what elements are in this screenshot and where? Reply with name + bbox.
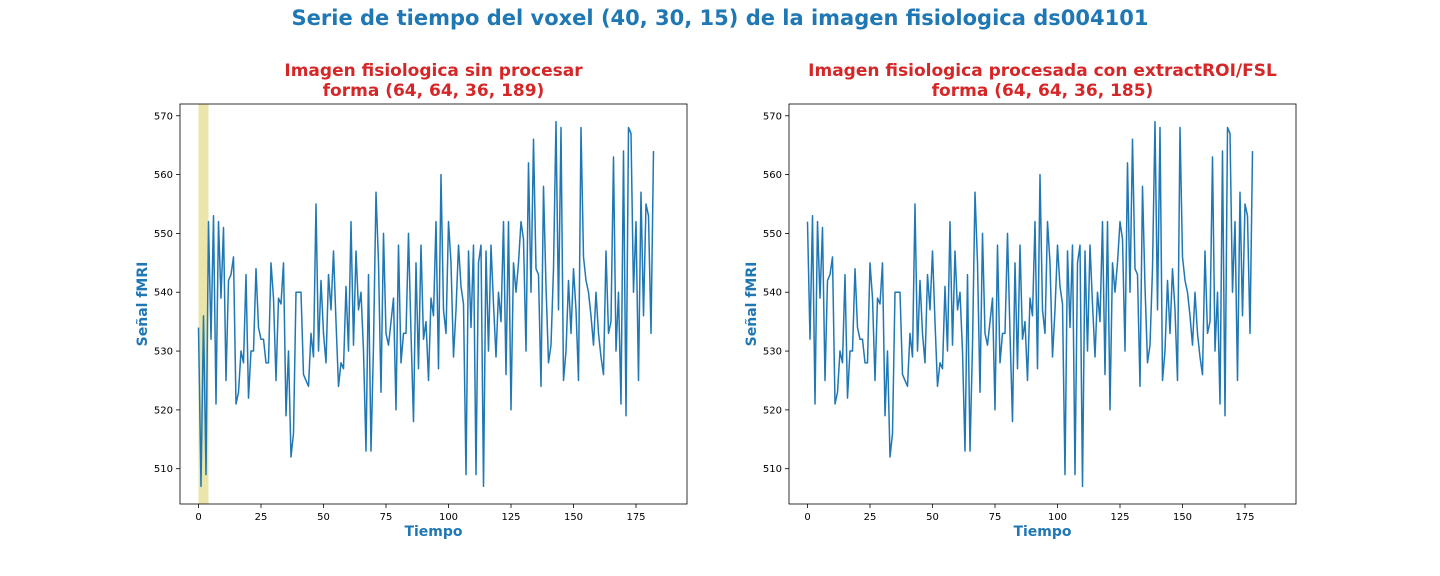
left-xtick-label-100: 100 [439, 512, 458, 523]
right-ytick-label-510: 510 [763, 464, 782, 475]
right-panel-title-line2: forma (64, 64, 36, 185) [931, 81, 1154, 101]
right-series-line-0 [806, 120, 1254, 488]
right-xtick-label-100: 100 [1048, 512, 1067, 523]
left-ytick-label-550: 550 [154, 229, 173, 240]
right-ylabel: Señal fMRI [744, 262, 760, 347]
right-ytick-label-540: 540 [763, 288, 782, 299]
left-axes-frame [179, 103, 688, 505]
right-xtick-label-75: 75 [989, 512, 1002, 523]
right-xtick-label-150: 150 [1173, 512, 1192, 523]
left-panel-title-line1: Imagen fisiologica sin procesar [284, 61, 583, 81]
right-ytick-label-520: 520 [763, 405, 782, 416]
left-xlabel: Tiempo [404, 524, 462, 540]
right-xlabel: Tiempo [1013, 524, 1071, 540]
left-xtick-label-0: 0 [195, 512, 201, 523]
left-xtick-label-150: 150 [564, 512, 583, 523]
right-xtick-label-175: 175 [1235, 512, 1254, 523]
left-highlight-span [198, 104, 209, 504]
left-ylabel: Señal fMRI [135, 262, 151, 347]
right-ytick-label-550: 550 [763, 229, 782, 240]
left-ytick-label-560: 560 [154, 170, 173, 181]
left-panel-title-line2: forma (64, 64, 36, 189) [322, 81, 545, 101]
left-ytick-label-540: 540 [154, 288, 173, 299]
right-panel-title-line1: Imagen fisiologica procesada con extract… [808, 61, 1277, 81]
left-series-line-0 [197, 120, 655, 488]
right-xtick-label-25: 25 [864, 512, 877, 523]
left-xtick-label-125: 125 [501, 512, 520, 523]
right-xtick-label-125: 125 [1110, 512, 1129, 523]
left-xtick-label-175: 175 [626, 512, 645, 523]
right-ytick-label-570: 570 [763, 111, 782, 122]
right-xtick-label-50: 50 [926, 512, 939, 523]
left-ytick-label-530: 530 [154, 347, 173, 358]
left-ytick-label-570: 570 [154, 111, 173, 122]
right-xtick-label-0: 0 [804, 512, 810, 523]
left-panel-title: Imagen fisiologica sin procesar forma (6… [120, 61, 747, 101]
right-axes-frame [788, 103, 1297, 505]
left-ytick-label-520: 520 [154, 405, 173, 416]
right-ytick-label-560: 560 [763, 170, 782, 181]
figure-suptitle: Serie de tiempo del voxel (40, 30, 15) d… [291, 6, 1149, 30]
right-ytick-label-530: 530 [763, 347, 782, 358]
left-xtick-label-25: 25 [255, 512, 268, 523]
right-panel-title: Imagen fisiologica procesada con extract… [729, 61, 1356, 101]
left-ytick-label-510: 510 [154, 464, 173, 475]
left-xtick-label-50: 50 [317, 512, 330, 523]
left-xtick-label-75: 75 [380, 512, 393, 523]
